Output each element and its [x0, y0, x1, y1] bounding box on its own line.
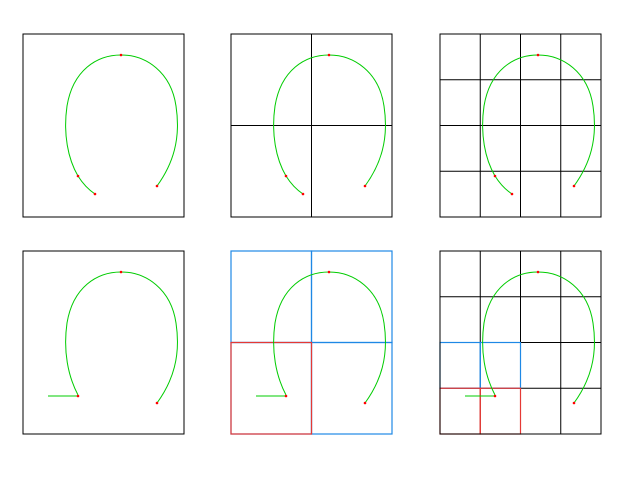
curve-group	[274, 54, 386, 196]
green-curve	[274, 55, 386, 186]
control-point	[120, 271, 123, 274]
control-point	[364, 185, 367, 188]
green-curve	[274, 272, 386, 403]
panel-frame	[23, 251, 184, 434]
control-point	[494, 395, 497, 398]
highlight-cell	[440, 343, 480, 389]
panel-bottom-2	[231, 251, 392, 434]
control-point	[94, 193, 97, 196]
curve-group	[48, 271, 177, 405]
highlight-cell	[231, 343, 312, 435]
green-curve	[66, 55, 178, 186]
control-point	[285, 175, 288, 178]
highlight-cell	[231, 343, 312, 435]
green-curve-end	[495, 176, 512, 194]
control-point	[364, 402, 367, 405]
control-point	[537, 54, 540, 57]
highlight-cell	[480, 343, 520, 389]
panel-top-1	[23, 34, 184, 217]
control-point	[573, 402, 576, 405]
panel-top-3	[440, 34, 601, 217]
control-point	[302, 193, 305, 196]
green-curve-end	[286, 176, 303, 194]
highlight-cell	[480, 388, 520, 434]
green-curve	[66, 272, 178, 403]
control-point	[328, 54, 331, 57]
curve-group	[256, 271, 385, 405]
control-point	[328, 271, 331, 274]
highlight-cell	[440, 388, 480, 434]
panel-top-2	[231, 34, 392, 217]
control-point	[494, 175, 497, 178]
control-point	[77, 395, 80, 398]
control-point	[156, 402, 159, 405]
control-point	[156, 185, 159, 188]
panel-bottom-3	[440, 251, 601, 434]
control-point	[285, 395, 288, 398]
curve-group	[483, 54, 595, 196]
green-curve-end	[78, 176, 95, 194]
highlight-cell	[312, 251, 393, 343]
curve-group	[465, 271, 594, 405]
green-curve	[483, 272, 595, 403]
control-point	[537, 271, 540, 274]
highlight-cell	[231, 251, 312, 343]
panel-bottom-1	[23, 251, 184, 434]
control-point	[573, 185, 576, 188]
panel-frame	[23, 34, 184, 217]
control-point	[511, 193, 514, 196]
highlight-cell	[312, 343, 393, 435]
control-point	[120, 54, 123, 57]
control-point	[77, 175, 80, 178]
curve-group	[66, 54, 178, 196]
green-curve	[483, 55, 595, 186]
